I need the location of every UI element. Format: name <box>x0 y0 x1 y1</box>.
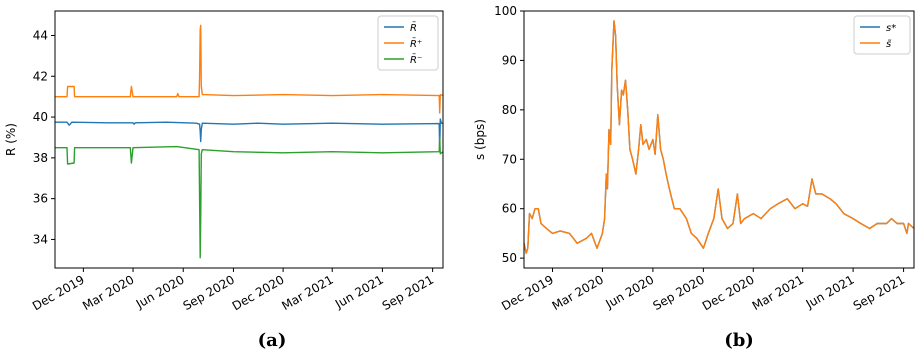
x-tick-label: Sep 2020 <box>651 272 707 313</box>
y-tick-label: 42 <box>33 69 48 83</box>
y-tick-label: 80 <box>502 103 517 117</box>
plot-frame <box>54 10 444 269</box>
panel-label-a: (a) <box>258 330 287 351</box>
y-tick-label: 100 <box>494 4 517 18</box>
x-tick-label: Mar 2020 <box>550 272 606 313</box>
x-tick-label: Sep 2021 <box>380 272 436 313</box>
series-line-2 <box>523 20 915 254</box>
legend: s* s̃ <box>853 15 911 55</box>
x-tick-label: Mar 2020 <box>80 272 136 313</box>
y-tick-label: 50 <box>502 251 517 265</box>
x-tick-label: Jun 2021 <box>803 272 857 311</box>
legend-label: R̄⁻ <box>410 53 422 66</box>
legend-box <box>853 15 911 55</box>
series-line-2 <box>55 24 444 114</box>
y-tick-label: 36 <box>33 192 48 206</box>
legend: R̄ R̄⁺ R̄⁻ <box>377 15 439 71</box>
legend-label: R̄⁺ <box>410 37 422 50</box>
series-line-1 <box>523 20 915 254</box>
x-tick-label: Sep 2020 <box>181 272 237 313</box>
x-tick-label: Jun 2021 <box>332 272 386 311</box>
legend-label: s̃ <box>886 38 892 50</box>
y-tick-label: 70 <box>502 152 517 166</box>
legend-label: s* <box>886 23 896 34</box>
x-tick-label: Dec 2020 <box>230 272 287 313</box>
x-tick-label: Dec 2020 <box>700 272 757 313</box>
y-tick-label: 90 <box>502 53 517 67</box>
y-tick-label: 40 <box>33 110 48 124</box>
y-tick-label: 60 <box>502 202 517 216</box>
x-tick-label: Mar 2021 <box>279 272 335 313</box>
x-tick-label: Jun 2020 <box>603 272 657 311</box>
y-tick-label: 44 <box>33 28 48 42</box>
y-tick-label: 34 <box>33 232 48 246</box>
y-axis-label: R (%) <box>4 123 18 156</box>
x-tick-label: Dec 2019 <box>30 272 87 313</box>
x-tick-label: Mar 2021 <box>750 272 806 313</box>
y-tick-label: 38 <box>33 151 48 165</box>
legend-label: R̄ <box>410 21 417 34</box>
legend-box <box>377 15 439 71</box>
y-axis-label: s (bps) <box>473 119 487 160</box>
x-tick-label: Sep 2021 <box>851 272 907 313</box>
series-line-1 <box>55 118 444 151</box>
panel-label-b: (b) <box>724 330 754 351</box>
plot-frame <box>523 10 915 269</box>
series-line-3 <box>55 136 444 259</box>
x-tick-label: Jun 2020 <box>133 272 187 311</box>
x-tick-label: Dec 2019 <box>499 272 556 313</box>
